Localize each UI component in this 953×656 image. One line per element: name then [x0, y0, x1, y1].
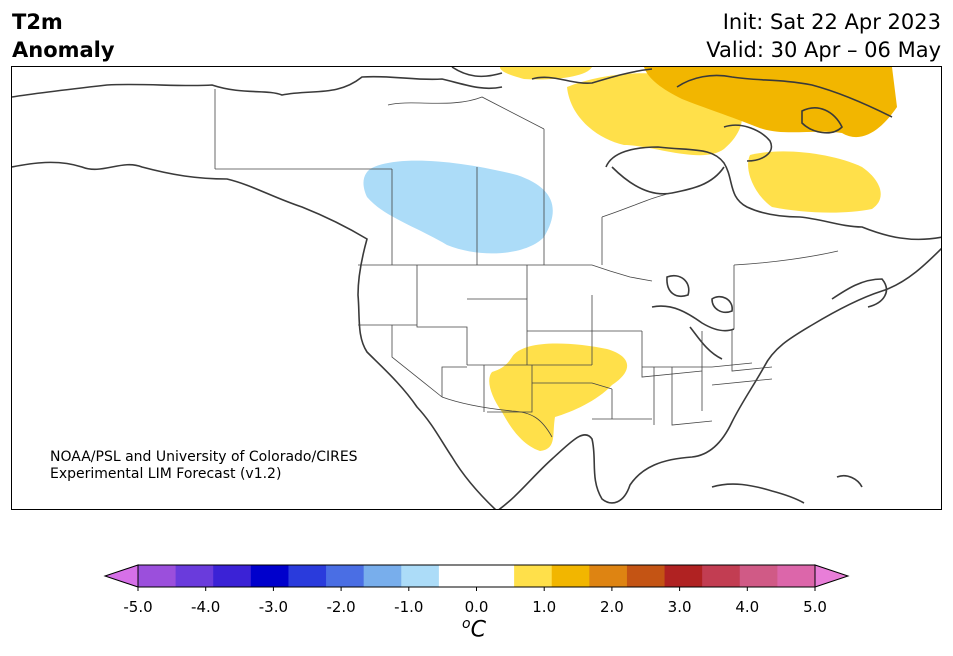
credit-line-1: NOAA/PSL and University of Colorado/CIRE…: [50, 449, 358, 465]
valid-dates: Valid: 30 Apr – 06 May: [706, 38, 941, 62]
cold-anomaly-prairies: [363, 160, 553, 254]
colorbar-tick-label: -3.0: [258, 598, 289, 616]
colorbar-tick-label: 3.0: [667, 598, 692, 616]
credit-line-2: Experimental LIM Forecast (v1.2): [50, 466, 282, 482]
colorbar-bin: [626, 565, 666, 587]
colorbar-bin: [777, 565, 816, 587]
credit-text: NOAA/PSL and University of Colorado/CIRE…: [50, 449, 358, 483]
colorbar-bin: [438, 565, 477, 587]
title-line-1: T2m: [12, 10, 63, 34]
colorbar-bin: [326, 565, 365, 587]
warm-anomaly-arctic-medium: [644, 67, 897, 138]
colorbar-tick-label: -4.0: [191, 598, 221, 616]
forecast-dates: Init: Sat 22 Apr 2023 Valid: 30 Apr – 06…: [706, 8, 941, 64]
colorbar-bin: [514, 565, 553, 587]
colorbar-bin: [739, 565, 778, 587]
colorbar-bin: [664, 565, 703, 587]
colorbar: [103, 564, 850, 591]
unit-letter: C: [470, 617, 486, 643]
unit-degree: o: [462, 616, 471, 632]
colorbar-bin: [213, 565, 252, 587]
colorbar-low-extend: [103, 564, 139, 588]
colorbar-bin: [401, 565, 440, 587]
coastlines: [12, 67, 941, 509]
map-title: T2m Anomaly: [12, 8, 115, 64]
colorbar-bin: [702, 565, 741, 587]
colorbar-bin: [138, 565, 177, 587]
colorbar-tick-label: 4.0: [735, 598, 760, 616]
warm-anomaly-arctic-strip: [500, 67, 592, 80]
map-canvas: [12, 67, 941, 509]
colorbar-tick-label: 2.0: [599, 598, 624, 616]
colorbar-tick-label: -1.0: [394, 598, 424, 616]
colorbar-bin: [175, 565, 214, 587]
colorbar-tick-label: -2.0: [326, 598, 356, 616]
political-borders: [214, 89, 839, 438]
colorbar-tick-label: 1.0: [532, 598, 557, 616]
colorbar-bin: [363, 565, 402, 587]
colorbar-bin: [551, 565, 590, 587]
colorbar-bin: [288, 565, 327, 587]
title-line-2: Anomaly: [12, 38, 115, 62]
colorbar-bin: [476, 565, 515, 587]
colorbar-high-extend: [814, 564, 850, 588]
colorbar-tick-label: 0.0: [464, 598, 489, 616]
warm-anomaly-southern-plains: [489, 343, 628, 451]
init-date: Init: Sat 22 Apr 2023: [722, 10, 941, 34]
map-panel: NOAA/PSL and University of Colorado/CIRE…: [11, 66, 942, 510]
colorbar-bin: [589, 565, 628, 587]
colorbar-tick-label: -5.0: [123, 598, 153, 616]
colorbar-tick-label: 5.0: [803, 598, 827, 616]
warm-anomaly-quebec: [748, 151, 881, 213]
colorbar-unit: oC: [462, 616, 486, 642]
colorbar-bin: [250, 565, 289, 587]
